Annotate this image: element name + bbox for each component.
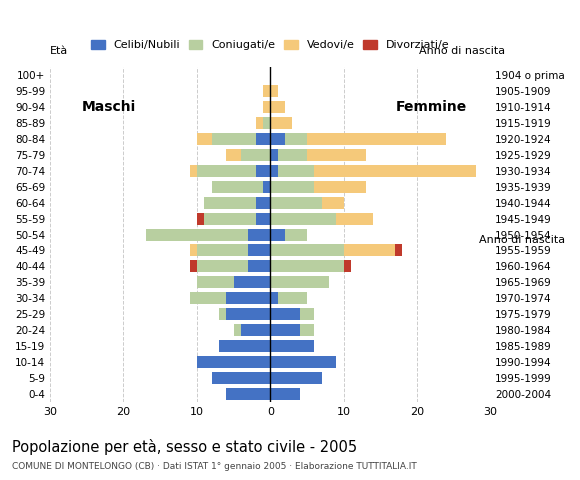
Bar <box>219 308 226 320</box>
Bar <box>234 276 270 288</box>
Bar <box>270 388 300 400</box>
Bar <box>256 165 270 177</box>
Bar <box>270 324 300 336</box>
Bar <box>278 165 314 177</box>
Bar <box>190 165 197 177</box>
Bar <box>248 261 270 273</box>
Bar <box>226 292 270 304</box>
Bar <box>270 180 314 192</box>
Bar <box>336 213 373 225</box>
Bar <box>270 356 336 368</box>
Bar <box>241 324 270 336</box>
Bar <box>190 261 197 273</box>
Bar <box>212 180 263 192</box>
Text: Anno di nascita: Anno di nascita <box>419 46 505 56</box>
Bar <box>212 133 256 145</box>
Y-axis label: Anno di nascita: Anno di nascita <box>479 235 565 244</box>
Bar <box>270 244 343 256</box>
Bar <box>270 372 322 384</box>
Bar <box>270 228 285 240</box>
Bar <box>248 228 270 240</box>
Bar <box>226 308 270 320</box>
Bar <box>226 149 241 161</box>
Bar <box>263 117 270 129</box>
Bar <box>270 197 322 209</box>
Bar <box>263 85 270 97</box>
Text: Popolazione per età, sesso e stato civile - 2005: Popolazione per età, sesso e stato civil… <box>12 439 357 455</box>
Bar <box>197 133 212 145</box>
Bar <box>197 356 270 368</box>
Bar <box>300 308 314 320</box>
Bar <box>197 244 248 256</box>
Bar <box>270 292 278 304</box>
Bar <box>197 261 248 273</box>
Bar <box>322 197 343 209</box>
Bar <box>270 340 314 352</box>
Bar <box>146 228 248 240</box>
Bar <box>300 324 314 336</box>
Bar <box>263 180 270 192</box>
Bar <box>248 244 270 256</box>
Bar <box>343 244 395 256</box>
Bar <box>314 165 476 177</box>
Bar <box>270 149 278 161</box>
Bar <box>270 308 300 320</box>
Bar <box>278 292 307 304</box>
Text: Età: Età <box>50 46 68 56</box>
Bar <box>219 340 270 352</box>
Bar <box>270 85 278 97</box>
Bar <box>343 261 351 273</box>
Bar <box>270 117 292 129</box>
Bar <box>270 133 285 145</box>
Bar <box>204 197 256 209</box>
Bar <box>270 213 336 225</box>
Legend: Celibi/Nubili, Coniugati/e, Vedovi/e, Divorziati/e: Celibi/Nubili, Coniugati/e, Vedovi/e, Di… <box>87 36 454 55</box>
Bar <box>278 149 307 161</box>
Text: Femmine: Femmine <box>396 100 467 114</box>
Bar <box>226 388 270 400</box>
Bar <box>256 213 270 225</box>
Bar <box>212 372 270 384</box>
Bar <box>270 101 285 113</box>
Bar <box>241 149 270 161</box>
Text: Maschi: Maschi <box>82 100 136 114</box>
Bar <box>197 276 234 288</box>
Bar <box>285 133 307 145</box>
Bar <box>263 101 270 113</box>
Bar <box>204 213 256 225</box>
Bar <box>270 261 343 273</box>
Bar <box>256 197 270 209</box>
Bar <box>197 165 256 177</box>
Bar <box>285 228 307 240</box>
Bar <box>307 149 365 161</box>
Bar <box>256 117 263 129</box>
Bar <box>190 292 226 304</box>
Bar <box>197 213 204 225</box>
Bar <box>395 244 403 256</box>
Bar <box>190 244 197 256</box>
Bar <box>307 133 447 145</box>
Bar <box>270 165 278 177</box>
Bar <box>314 180 365 192</box>
Bar <box>234 324 241 336</box>
Bar <box>256 133 270 145</box>
Text: COMUNE DI MONTELONGO (CB) · Dati ISTAT 1° gennaio 2005 · Elaborazione TUTTITALIA: COMUNE DI MONTELONGO (CB) · Dati ISTAT 1… <box>12 462 416 471</box>
Bar <box>270 276 329 288</box>
